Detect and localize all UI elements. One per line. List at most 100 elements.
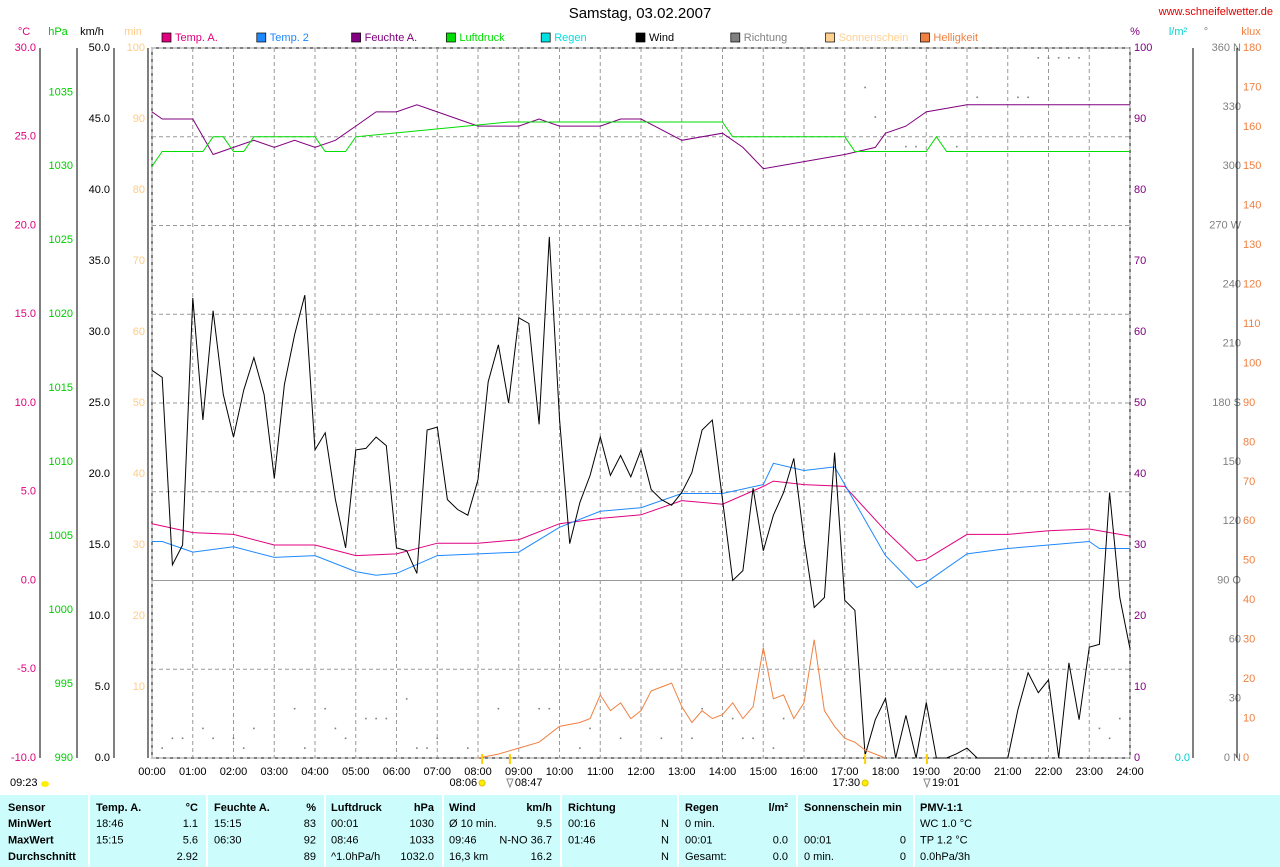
y-tick-label: -10.0 — [11, 752, 36, 764]
table-cell: l/m² — [768, 802, 788, 814]
y-tick-label: 100 — [127, 42, 145, 54]
y-tick-label: 70 — [133, 255, 145, 267]
legend-swatch — [920, 32, 930, 43]
legend-swatch — [730, 32, 741, 43]
direction-dot — [905, 145, 907, 148]
series-line — [151, 236, 1131, 759]
table-cell: 16,3 km — [449, 851, 488, 863]
direction-dot — [1098, 727, 1101, 730]
sun-arrow — [923, 778, 931, 789]
direction-dot — [1108, 737, 1111, 740]
legend-label: Sonnenschein — [839, 32, 909, 44]
table-cell: MaxWert — [8, 834, 54, 846]
sun-icon — [41, 781, 49, 787]
direction-dot — [579, 747, 581, 749]
y-tick-label: 20.0 — [15, 219, 36, 231]
direction-dot — [548, 707, 551, 710]
y-tick-label: 60 — [133, 326, 145, 338]
y-tick-label: 990 — [55, 752, 73, 764]
x-tick-label: 09:00 — [505, 766, 533, 778]
direction-dot — [232, 737, 235, 740]
direction-dot — [161, 747, 163, 749]
direction-dot — [976, 96, 978, 99]
legend-label: Helligkeit — [933, 32, 978, 44]
annotation-label: 08:06 — [450, 777, 478, 789]
axis-unit: hPa — [48, 26, 68, 38]
direction-dot — [538, 707, 540, 710]
legend-label: Luftdruck — [459, 32, 505, 44]
y-tick-label: 1000 — [49, 604, 73, 616]
table-cell: PMV-1:1 — [920, 802, 963, 814]
legend-swatch — [635, 32, 646, 43]
direction-dot — [915, 145, 917, 148]
source: www.schneifelwetter.de — [1158, 6, 1273, 18]
table-cell: 1033 — [410, 834, 434, 846]
direction-dot — [344, 737, 347, 740]
y-tick-label: 20.0 — [89, 468, 110, 480]
x-tick-label: 10:00 — [546, 766, 574, 778]
table-cell: N — [661, 834, 669, 846]
table-cell: Gesamt: — [685, 851, 727, 863]
direction-dot — [619, 737, 622, 740]
table-cell: Luftdruck — [331, 802, 383, 814]
y-tick-label: 15.0 — [89, 539, 110, 551]
table-cell: N — [661, 851, 669, 863]
y-tick-label: 0.0 — [1175, 752, 1190, 764]
table-cell: km/h — [526, 802, 552, 814]
series-line — [152, 462, 1130, 589]
table-cell: 2.92 — [177, 851, 198, 863]
y-tick-label: 10.0 — [15, 397, 36, 409]
y-tick-label: 45.0 — [89, 113, 110, 125]
table-cell: 0.0 — [773, 851, 788, 863]
y-tick-label: 20 — [1134, 610, 1146, 622]
y-tick-label: 270 W — [1209, 219, 1241, 231]
axis-unit: l/m² — [1169, 26, 1188, 38]
x-tick-label: 02:00 — [220, 766, 248, 778]
table-cell: hPa — [414, 802, 435, 814]
y-tick-label: 30 — [1134, 539, 1146, 551]
x-tick-label: 14:00 — [709, 766, 737, 778]
axis-unit: min — [124, 26, 142, 38]
table-cell: 00:01 — [685, 834, 713, 846]
y-tick-label: -5.0 — [17, 663, 36, 675]
x-tick-label: 01:00 — [179, 766, 207, 778]
table-cell: 18:46 — [96, 818, 124, 830]
direction-dot — [1037, 57, 1040, 59]
y-tick-label: 1030 — [49, 160, 73, 172]
y-tick-label: 130 — [1243, 239, 1261, 251]
table-cell: N-NO 36.7 — [499, 834, 552, 846]
direction-dot — [731, 717, 734, 720]
table-cell: WC 1.0 °C — [920, 818, 972, 830]
y-tick-label: 90 — [133, 113, 145, 125]
x-tick-label: 20:00 — [953, 766, 981, 778]
y-tick-label: 30 — [1243, 634, 1255, 646]
table-cell: Durchschnitt — [8, 851, 76, 863]
direction-dot — [742, 737, 744, 740]
y-tick-label: 170 — [1243, 81, 1261, 93]
direction-dot — [304, 747, 306, 749]
direction-dot — [691, 737, 693, 740]
direction-dot — [1027, 96, 1029, 99]
legend-swatch — [161, 32, 172, 43]
table-cell: 15:15 — [96, 834, 124, 846]
legend-swatch — [351, 32, 361, 43]
y-tick-label: 150 — [1243, 160, 1261, 172]
table-cell: Regen — [685, 802, 719, 814]
y-tick-label: 35.0 — [89, 255, 110, 267]
y-tick-label: 300 — [1223, 160, 1241, 172]
direction-dot — [405, 698, 408, 700]
direction-dot — [385, 717, 388, 720]
legend-label: Temp. A. — [175, 32, 218, 44]
direction-dot — [701, 707, 703, 710]
y-tick-label: 1025 — [49, 234, 73, 246]
table-cell: 83 — [304, 818, 316, 830]
y-tick-label: 0.0 — [21, 574, 36, 586]
direction-dot — [874, 116, 877, 118]
x-tick-label: 06:00 — [383, 766, 411, 778]
table-cell: Ø 10 min. — [449, 818, 497, 830]
y-tick-label: 360 N — [1212, 42, 1241, 54]
table-cell: N — [661, 818, 669, 830]
y-tick-label: 30 — [133, 539, 145, 551]
